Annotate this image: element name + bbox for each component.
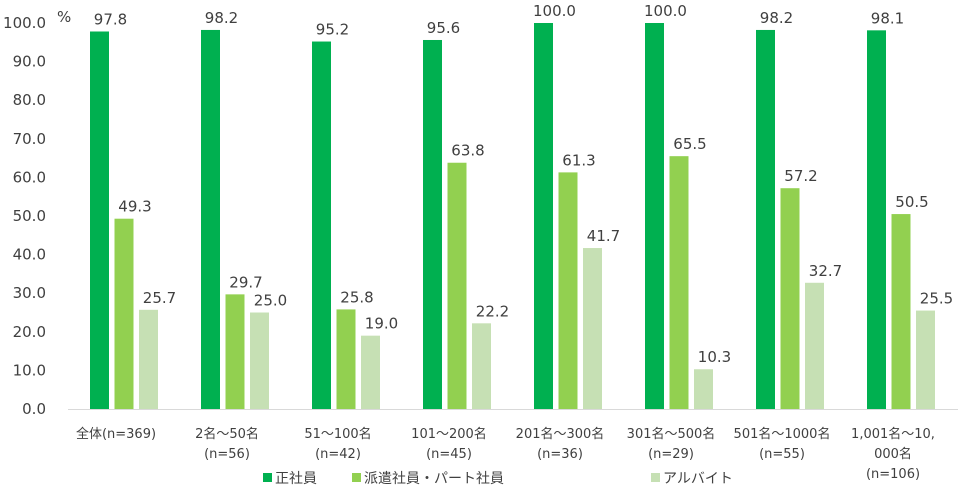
data-label: 25.5 [920,290,953,308]
data-label: 25.7 [143,289,176,307]
data-label: 100.0 [533,2,576,20]
bar-1 [534,23,553,409]
bar-1 [312,41,331,409]
bar-3 [916,310,935,409]
x-tick-label: 51～100名 [304,426,371,442]
x-tick-label: (n=55) [759,447,805,462]
bar-3 [583,248,602,409]
x-tick-label: (n=42) [315,447,361,462]
y-tick-label: 90.0 [13,53,46,71]
bar-2 [558,172,578,409]
legend-swatch [651,473,660,482]
bar-3 [694,369,713,409]
data-label: 19.0 [365,315,398,333]
data-label: 25.0 [254,292,287,310]
bar-3 [805,282,824,409]
legend-swatch [263,473,272,482]
data-label: 95.2 [316,21,349,39]
bar-3 [472,323,491,409]
data-label: 100.0 [644,2,687,20]
data-label: 98.2 [205,9,238,27]
y-tick-label: 70.0 [13,130,46,148]
data-label: 49.3 [118,198,151,216]
bar-2 [225,294,245,409]
x-tick-label: (n=29) [648,447,694,462]
bar-1 [201,29,220,410]
x-tick-label: 2名～50名 [195,426,259,442]
x-tick-label: 201名～300名 [516,426,605,442]
bar-2 [780,188,800,409]
bar-1 [756,29,775,410]
legend-label: アルバイト [663,471,733,487]
x-tick-label: (n=56) [204,447,250,462]
bar-3 [361,335,380,409]
x-tick-label: 全体(n=369) [76,426,156,442]
bar-1 [423,39,442,409]
data-label: 63.8 [451,142,484,160]
data-label: 29.7 [229,273,262,291]
data-label: 98.1 [871,9,904,27]
data-label: 41.7 [587,227,620,245]
y-tick-label: 60.0 [13,168,46,186]
x-tick-label: (n=106) [866,467,920,482]
bar-1 [867,30,886,410]
bar-2 [669,156,689,409]
data-label: 32.7 [809,262,842,280]
x-tick-label: 501名～1000名 [734,426,831,442]
x-tick-label: 000名 [874,446,912,462]
legend-swatch [352,473,361,482]
bar-3 [139,309,158,409]
data-label: 22.2 [476,302,509,320]
data-label: 98.2 [760,9,793,27]
bar-2 [336,309,356,409]
data-label: 65.5 [673,135,706,153]
x-tick-label: (n=45) [426,447,472,462]
bar-2 [891,214,911,409]
data-label: 97.8 [94,10,127,28]
data-label: 25.8 [340,288,373,306]
legend: 正社員 派遣社員・パート社員 アルバイト [263,471,733,487]
legend-label: 正社員 [275,471,317,487]
bar-2 [447,162,467,409]
data-label: 50.5 [895,193,928,211]
y-tick-label: 50.0 [13,207,46,225]
data-label: 10.3 [698,348,731,366]
bar-3 [250,312,269,409]
y-tick-label: 80.0 [13,91,46,109]
legend-label: 派遣社員・パート社員 [364,471,504,487]
y-axis: 0.0 10.0 20.0 30.0 40.0 50.0 60.0 70.0 80.0 90.0 1… [3,14,46,418]
y-tick-label: 20.0 [13,323,46,341]
y-unit-label: % [57,8,71,26]
x-tick-label: 1,001名～10, [851,426,935,442]
x-tick-label: (n=36) [537,447,583,462]
bar-1 [645,23,664,409]
bar-1 [90,31,109,409]
data-label: 61.3 [562,151,595,169]
bar-2 [114,218,134,409]
y-tick-label: 100.0 [3,14,46,32]
data-label: 57.2 [784,167,817,185]
data-label: 95.6 [427,19,460,37]
x-axis-labels: 全体(n=369) 2名～50名 (n=56) 51～100名 (n=42) 101～20… [76,426,935,482]
y-tick-label: 0.0 [22,400,46,418]
y-tick-label: 30.0 [13,284,46,302]
x-tick-label: 301名～500名 [627,426,716,442]
y-tick-label: 40.0 [13,246,46,264]
bars: 97.8 49.3 25.7 98.2 29.725.0 95.2 25.8 19.0 95.6… [90,2,953,410]
x-tick-label: 101～200名 [411,426,487,442]
y-tick-label: 10.0 [13,361,46,379]
